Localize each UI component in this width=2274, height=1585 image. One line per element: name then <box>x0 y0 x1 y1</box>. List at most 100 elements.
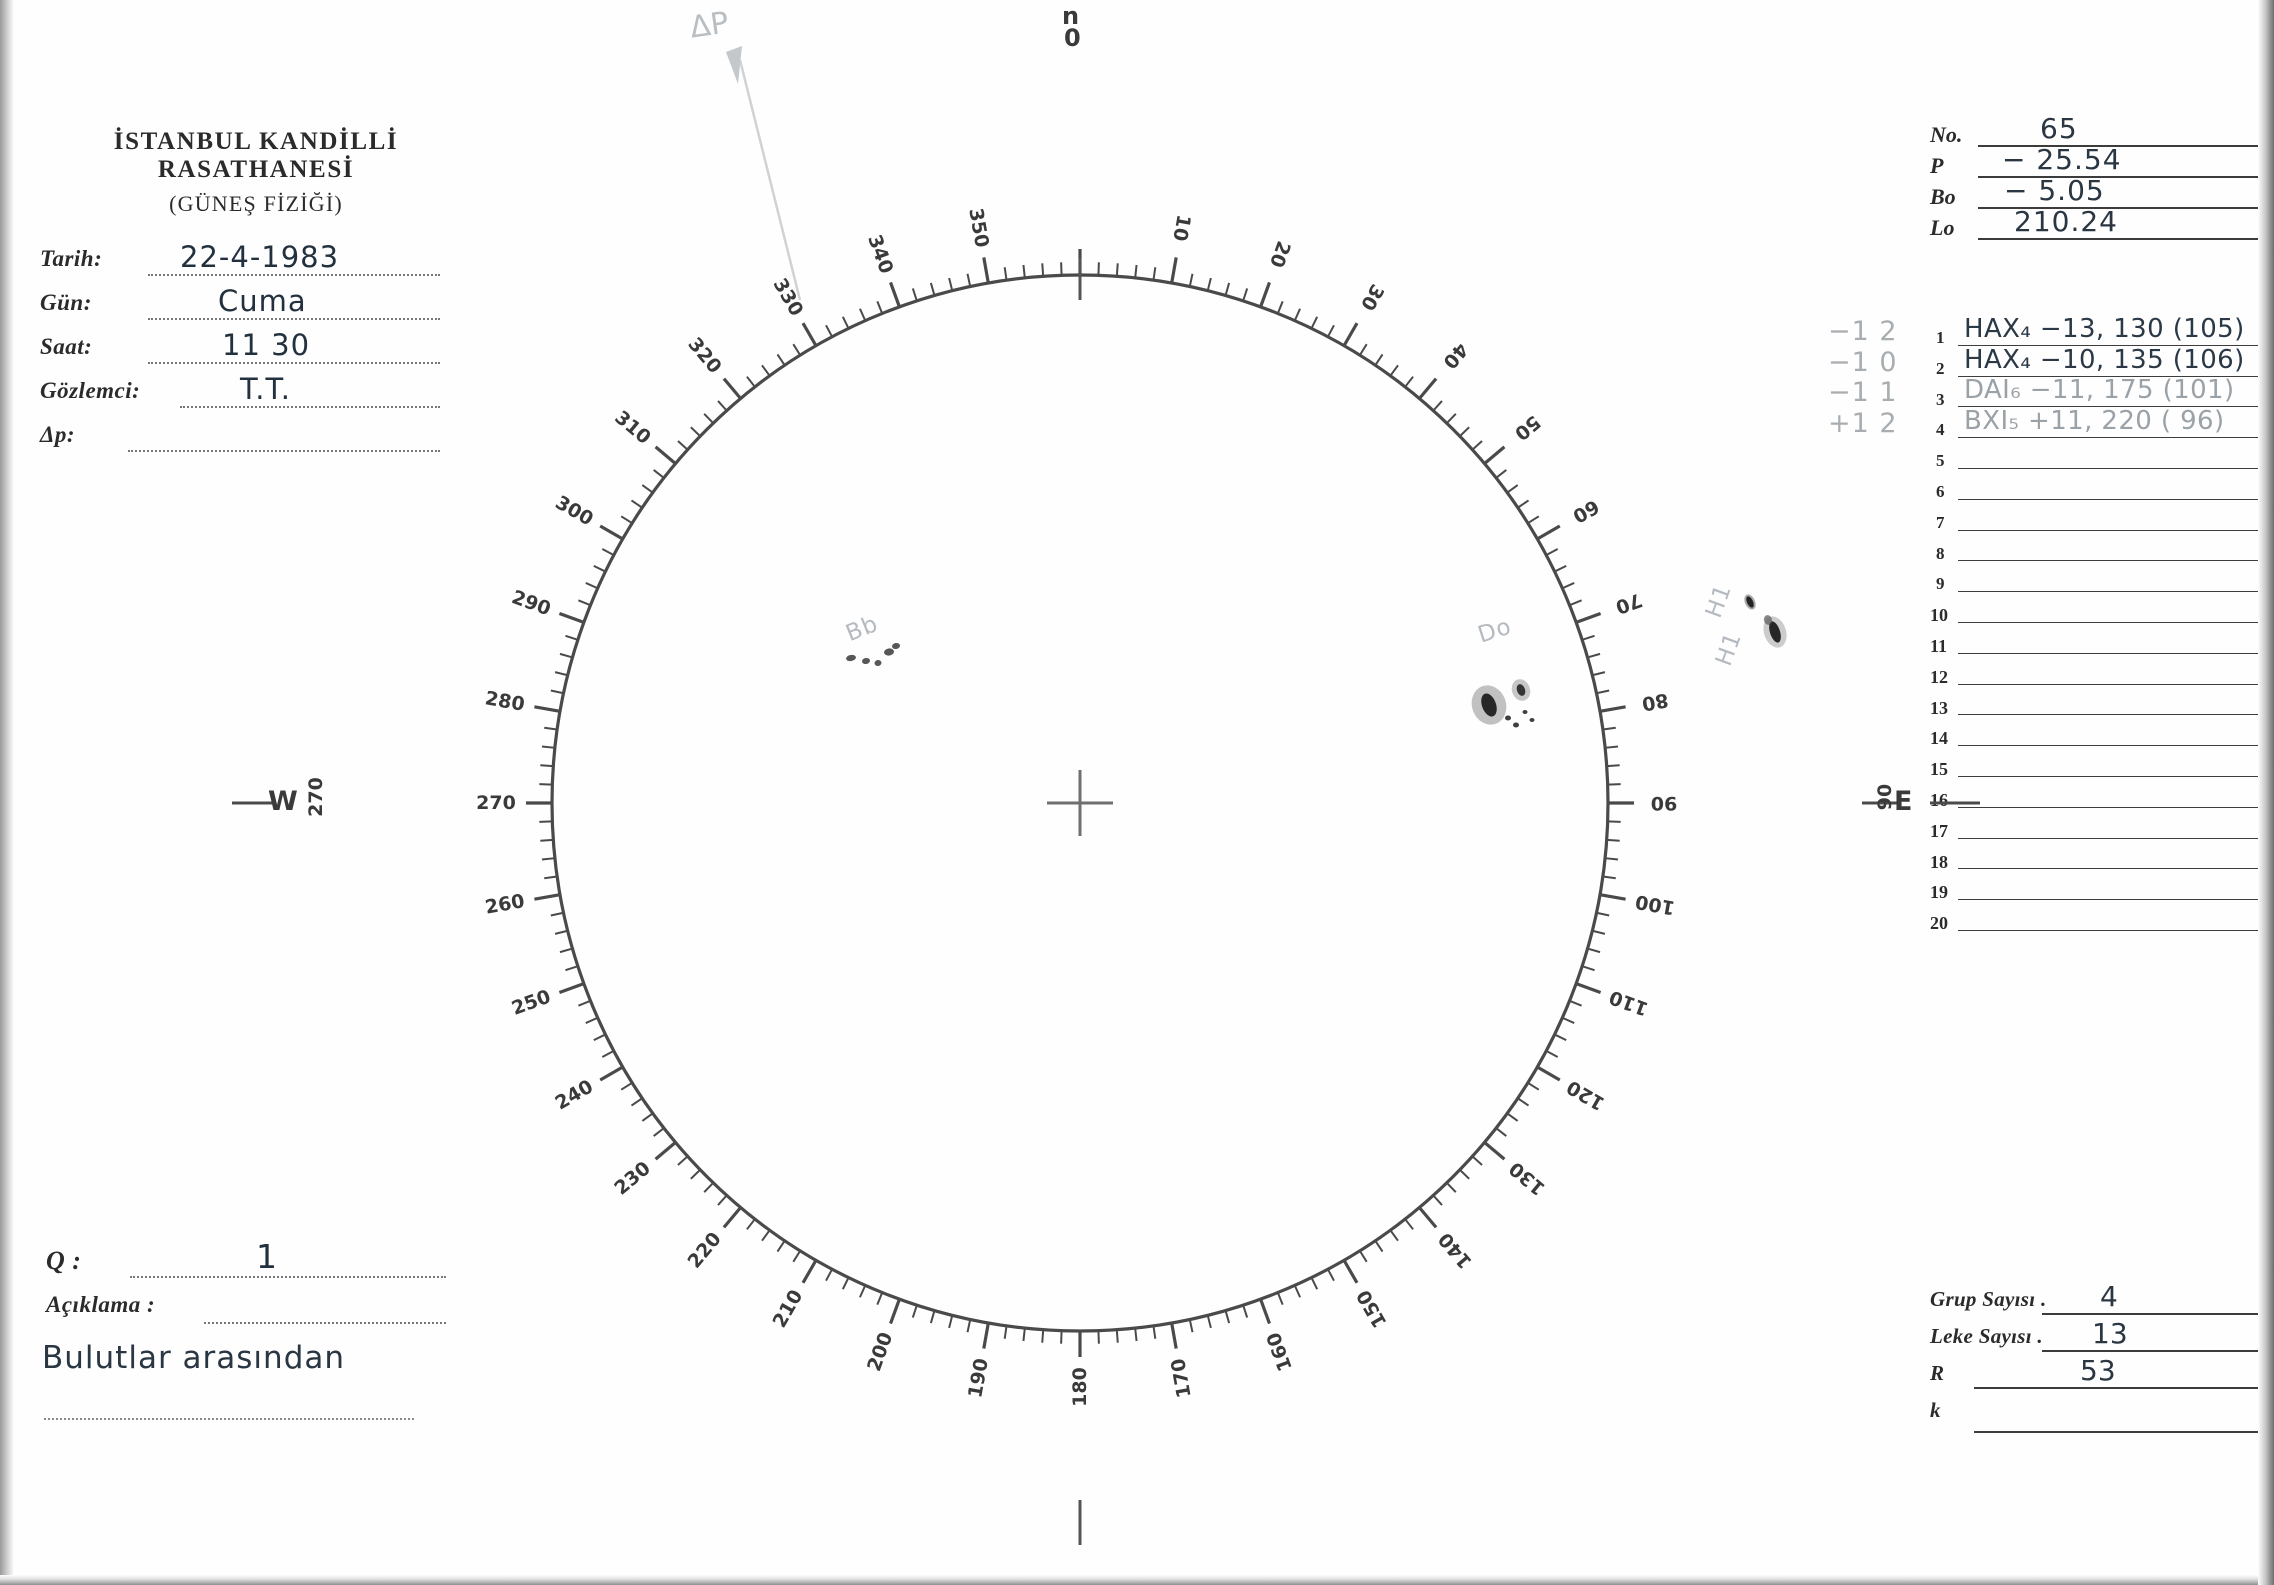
summary-row-r[interactable]: R 53 <box>1930 1354 2266 1394</box>
limb-major-tick <box>982 257 990 284</box>
entry-row[interactable]: 17 <box>1880 811 2274 842</box>
rule <box>1978 176 2266 178</box>
form-row-q[interactable]: Q : 1 <box>46 1237 446 1286</box>
entry-row[interactable]: −1 0 2 HAX₄ −10, 135 (106) <box>1828 345 2274 380</box>
limb-minor-tick <box>1605 745 1619 749</box>
dotted-rule <box>148 318 440 320</box>
entry-index: 15 <box>1930 759 1948 780</box>
limb-minor-tick <box>792 1250 802 1263</box>
delta-p-label: ΔP <box>687 5 731 46</box>
entry-row[interactable]: 14 <box>1880 718 2274 749</box>
limb-minor-tick <box>1115 263 1119 277</box>
limb-minor-tick <box>1459 426 1470 437</box>
rule <box>1974 1387 2266 1389</box>
rule <box>2042 1350 2266 1352</box>
entry-row[interactable]: 5 <box>1880 441 2274 472</box>
sunspot-blob <box>1746 596 1754 608</box>
entry-text: DAI₆ −11, 175 (101) <box>1964 375 2235 406</box>
entry-row[interactable]: 11 <box>1880 626 2274 657</box>
entry-row[interactable]: −1 2 1 HAX₄ −13, 130 (105) <box>1828 314 2274 349</box>
entry-row[interactable]: 15 <box>1880 749 2274 780</box>
limb-minor-tick <box>717 1194 728 1206</box>
entry-row[interactable]: 7 <box>1880 503 2274 534</box>
form-row-gun[interactable]: Gün: Cuma <box>40 284 440 328</box>
entry-rule <box>1958 498 2274 500</box>
label-gun: Gün: <box>40 290 92 315</box>
limb-minor-tick <box>1606 838 1620 842</box>
limb-major-tick <box>889 281 901 308</box>
entry-rule <box>1958 868 2274 870</box>
entry-index: 1 <box>1936 328 1945 347</box>
entry-row[interactable]: 12 <box>1880 657 2274 688</box>
limb-minor-tick <box>578 999 591 1007</box>
param-row-lo[interactable]: Lo 210.24 <box>1930 205 2266 244</box>
entry-row[interactable]: −1 1 3 DAI₆ −11, 175 (101) <box>1828 375 2274 411</box>
limb-minor-tick <box>876 1292 884 1305</box>
limb-degree-label: 50 <box>1510 411 1544 445</box>
sunspot-blob <box>1505 715 1511 721</box>
limb-degree-label: 290 <box>509 586 554 620</box>
value-bo: − 5.05 <box>2004 174 2105 207</box>
entry-index: 6 <box>1936 481 1945 501</box>
entry-row[interactable]: 19 <box>1880 872 2274 903</box>
summary-row-grup-sayisi[interactable]: Grup Sayısı . 4 <box>1930 1280 2266 1320</box>
entry-rule <box>1958 529 2274 531</box>
entry-row[interactable]: 8 <box>1880 534 2274 565</box>
limb-minor-tick <box>544 875 558 880</box>
form-row-aciklama[interactable]: Açıklama : <box>46 1286 446 1332</box>
limb-minor-tick <box>1495 1127 1507 1137</box>
limb-minor-tick <box>1446 413 1457 424</box>
limb-degree-label: 10 <box>1168 213 1194 243</box>
limb-minor-tick <box>841 316 850 329</box>
param-row-no[interactable]: No. 65 <box>1930 112 2266 151</box>
entry-rule <box>1958 745 2274 747</box>
value-r: 53 <box>2080 1354 2116 1387</box>
entry-row[interactable]: 9 <box>1880 564 2274 595</box>
limb-degree-label: 70 <box>1613 588 1645 618</box>
limb-major-tick <box>1483 445 1506 465</box>
entry-row[interactable]: 20 <box>1880 903 2274 934</box>
limb-minor-tick <box>825 324 834 338</box>
param-row-p[interactable]: P − 25.54 <box>1930 143 2266 182</box>
limb-minor-tick <box>1459 1169 1470 1180</box>
entry-row[interactable]: +1 2 4 BXI₅ +11, 220 ( 96) <box>1828 406 2274 441</box>
limb-minor-tick <box>653 469 665 479</box>
limb-minor-tick <box>1527 1081 1540 1091</box>
limb-minor-tick <box>1224 1310 1231 1324</box>
limb-degree-label: 30 <box>1356 280 1388 314</box>
form-row-gozlemci[interactable]: Gözlemci: T.T. <box>40 372 440 416</box>
form-row-delta-p[interactable]: Δp: <box>40 416 440 460</box>
entry-row[interactable]: 10 <box>1880 595 2274 626</box>
entry-row[interactable]: 16 <box>1880 780 2274 811</box>
limb-minor-tick <box>1188 273 1194 287</box>
value-grup-sayisi: 4 <box>2100 1280 2118 1313</box>
entry-index: 20 <box>1930 913 1948 934</box>
entry-row[interactable]: 13 <box>1880 688 2274 719</box>
limb-degree-label: 250 <box>509 986 554 1020</box>
label-lo: Lo <box>1930 215 1955 240</box>
form-row-tarih[interactable]: Tarih: 22-4-1983 <box>40 240 440 284</box>
limb-minor-tick <box>1592 671 1606 677</box>
summary-row-k[interactable]: k <box>1930 1394 2266 1433</box>
entry-row[interactable]: 18 <box>1880 842 2274 873</box>
limb-major-tick <box>534 893 561 901</box>
limb-minor-tick <box>792 343 802 356</box>
cardinal-east-degrees: 90 <box>1874 783 1897 811</box>
param-row-bo[interactable]: Bo − 5.05 <box>1930 174 2266 213</box>
entry-rule <box>1958 652 2274 654</box>
limb-minor-tick <box>1506 484 1519 494</box>
entry-index: 10 <box>1930 605 1948 626</box>
entry-index: 13 <box>1930 697 1948 718</box>
limb-minor-tick <box>1310 316 1319 329</box>
rule <box>1978 207 2266 209</box>
limb-major-tick <box>1536 1065 1561 1082</box>
limb-degree-labels: 10 20 30 40 50 60 70 80 90 100 110 120 130 140 150 160 1… <box>476 206 1677 1406</box>
limb-major-tick <box>654 445 677 465</box>
summary-row-leke-sayisi[interactable]: Leke Sayısı . 13 <box>1930 1317 2266 1357</box>
form-row-saat[interactable]: Saat: 11 30 <box>40 328 440 372</box>
sunspot-blob <box>1522 710 1528 714</box>
limb-major-tick <box>722 1206 742 1229</box>
limb-minor-tick <box>1022 264 1026 278</box>
entry-row[interactable]: 6 <box>1880 472 2274 503</box>
